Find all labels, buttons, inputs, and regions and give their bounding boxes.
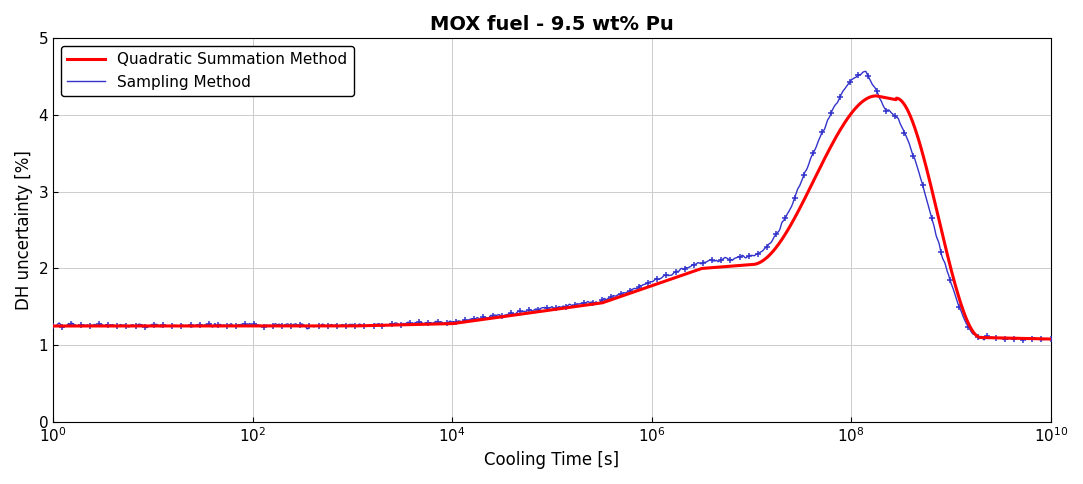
Y-axis label: DH uncertainty [%]: DH uncertainty [%] [15, 150, 32, 310]
Sampling Method [1016, 337, 1029, 343]
Quadratic Summation Method [220, 323, 233, 329]
Sampling Method [1044, 336, 1057, 342]
Title: MOX fuel - 9.5 wt% Pu: MOX fuel - 9.5 wt% Pu [430, 15, 674, 34]
Sampling Method [47, 323, 60, 329]
Sampling Method [160, 323, 173, 329]
Sampling Method [472, 316, 485, 321]
Quadratic Summation Method [160, 323, 173, 329]
Quadratic Summation Method [917, 156, 930, 162]
Quadratic Summation Method [1044, 336, 1057, 342]
Quadratic Summation Method [429, 321, 442, 327]
Quadratic Summation Method [1025, 336, 1038, 342]
Quadratic Summation Method [870, 93, 883, 99]
Sampling Method [917, 187, 930, 193]
Sampling Method [1026, 335, 1039, 341]
Quadratic Summation Method [472, 317, 485, 323]
Line: Sampling Method: Sampling Method [53, 72, 1051, 340]
Line: Quadratic Summation Method: Quadratic Summation Method [53, 96, 1051, 339]
Legend: Quadratic Summation Method, Sampling Method: Quadratic Summation Method, Sampling Met… [61, 46, 353, 96]
Quadratic Summation Method [47, 323, 60, 329]
Sampling Method [220, 323, 233, 329]
Sampling Method [859, 69, 872, 75]
X-axis label: Cooling Time [s]: Cooling Time [s] [484, 451, 619, 469]
Sampling Method [429, 318, 442, 324]
